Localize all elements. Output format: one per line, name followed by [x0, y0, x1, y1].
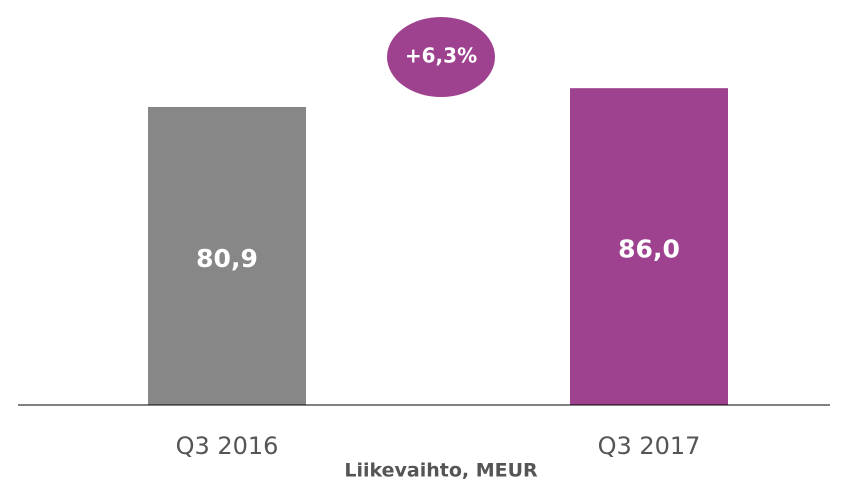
- bar: [148, 106, 306, 405]
- x-tick-label: Q3 2016: [176, 432, 279, 460]
- change-bubble: [387, 17, 495, 97]
- bar: [570, 88, 728, 406]
- value-label: 86,0: [618, 235, 680, 264]
- x-tick-label: Q3 2017: [598, 432, 701, 460]
- change-annotation: +6,3%: [405, 44, 477, 68]
- value-label: 80,9: [196, 244, 258, 273]
- x-axis-label: Liikevaihto, MEUR: [344, 460, 538, 482]
